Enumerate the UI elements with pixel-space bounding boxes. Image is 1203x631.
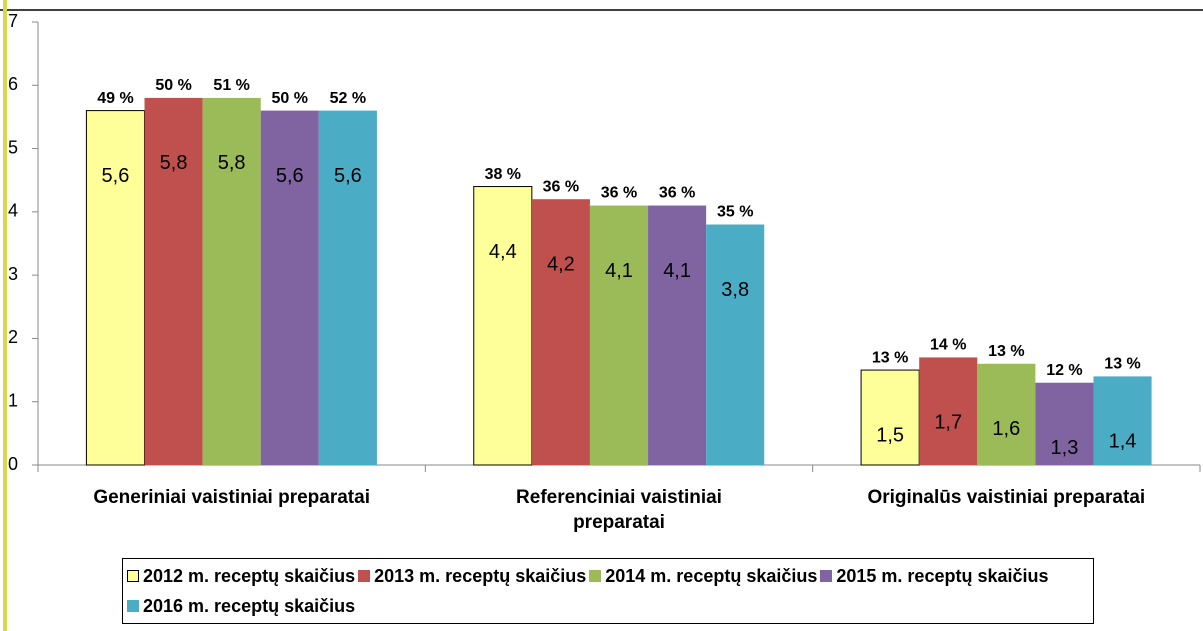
legend-label: 2012 m. receptų skaičius xyxy=(143,565,356,586)
value-label: 4,2 xyxy=(547,253,575,275)
percent-label: 36 % xyxy=(659,185,695,202)
bar xyxy=(85,110,146,466)
value-label: 5,6 xyxy=(102,165,130,187)
bar xyxy=(919,357,978,465)
bar xyxy=(977,363,1036,465)
value-label: 4,1 xyxy=(663,260,691,282)
legend-label: 2014 m. receptų skaičius xyxy=(605,565,818,586)
y-tick-label: 0 xyxy=(8,454,18,474)
legend-swatch xyxy=(820,570,833,582)
value-label: 4,4 xyxy=(489,241,517,263)
percent-label: 50 % xyxy=(155,77,191,94)
bar xyxy=(860,369,920,466)
bar xyxy=(1035,382,1094,465)
legend-swatch xyxy=(127,600,139,612)
percent-label: 52 % xyxy=(330,90,366,107)
value-label: 1,4 xyxy=(1109,431,1137,453)
percent-label: 35 % xyxy=(717,204,753,221)
value-label: 1,5 xyxy=(876,424,904,446)
value-label: 1,7 xyxy=(934,412,962,434)
legend-item: 2016 m. receptų skaičius xyxy=(127,591,355,621)
percent-label: 36 % xyxy=(543,178,579,195)
percent-label: 13 % xyxy=(988,343,1024,360)
y-tick-label: 1 xyxy=(8,390,18,410)
legend-item: 2014 m. receptų skaičius xyxy=(589,561,817,591)
legend-item: 2013 m. receptų skaičius xyxy=(358,561,586,591)
percent-label: 50 % xyxy=(272,90,308,107)
legend-item: 2012 m. receptų skaičius xyxy=(127,561,355,591)
value-label: 5,8 xyxy=(160,152,188,174)
percent-label: 51 % xyxy=(213,77,249,94)
y-tick-label: 5 xyxy=(8,137,18,157)
legend-label: 2013 m. receptų skaičius xyxy=(374,565,587,586)
bar xyxy=(706,224,765,465)
bar xyxy=(202,97,261,465)
legend: 2012 m. receptų skaičius 2013 m. receptų … xyxy=(122,558,1094,624)
value-label: 5,6 xyxy=(276,165,304,187)
percent-label: 36 % xyxy=(601,185,637,202)
percent-label: 49 % xyxy=(97,90,133,107)
percent-label: 38 % xyxy=(485,166,521,183)
bar xyxy=(473,186,533,466)
y-tick-label: 2 xyxy=(8,327,18,347)
value-label: 1,6 xyxy=(992,418,1020,440)
legend-label: 2016 m. receptų skaičius xyxy=(143,595,356,616)
legend-label: 2015 m. receptų skaičius xyxy=(836,565,1049,586)
percent-label: 12 % xyxy=(1046,362,1082,379)
y-tick-label: 4 xyxy=(8,201,18,221)
x-tick-label: Originalūs vaistiniai preparatai xyxy=(867,487,1146,508)
y-tick-label: 6 xyxy=(8,74,18,94)
bar xyxy=(531,199,590,465)
value-label: 3,8 xyxy=(721,279,749,301)
x-tick-label: Referenciniai vaistiniai preparatai xyxy=(516,487,722,533)
bar xyxy=(1093,376,1152,465)
value-label: 1,3 xyxy=(1051,437,1079,459)
value-label: 4,1 xyxy=(605,260,633,282)
bar xyxy=(144,97,203,465)
percent-label: 13 % xyxy=(1104,356,1140,373)
bar xyxy=(648,205,707,465)
percent-label: 13 % xyxy=(872,349,908,366)
bar xyxy=(589,205,649,465)
y-tick-label: 7 xyxy=(8,11,18,31)
legend-swatch xyxy=(358,570,371,582)
legend-swatch xyxy=(127,570,139,582)
legend-swatch xyxy=(589,570,602,582)
percent-label: 14 % xyxy=(930,337,966,354)
x-tick-label: Generiniai vaistiniai preparatai xyxy=(93,487,370,508)
value-label: 5,8 xyxy=(218,152,246,174)
bar xyxy=(318,110,377,465)
y-tick-label: 3 xyxy=(8,264,18,284)
value-label: 5,6 xyxy=(334,165,362,187)
bar xyxy=(260,110,319,465)
legend-item: 2015 m. receptų skaičius xyxy=(820,561,1049,591)
